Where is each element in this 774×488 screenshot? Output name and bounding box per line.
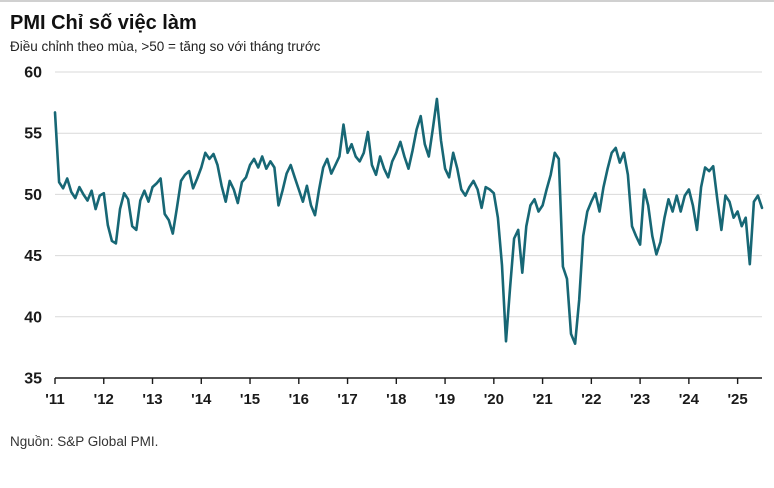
svg-text:'20: '20: [484, 391, 504, 408]
svg-text:'15: '15: [240, 391, 260, 408]
chart-footer: Nguồn: S&P Global PMI.: [0, 428, 774, 451]
svg-text:40: 40: [24, 309, 42, 326]
source-note: Nguồn: S&P Global PMI.: [10, 434, 159, 449]
svg-text:'18: '18: [386, 391, 406, 408]
svg-text:'21: '21: [532, 391, 552, 408]
svg-text:'16: '16: [289, 391, 309, 408]
line-chart-canvas: 35 40 45 50 55 60 '11 '12 '13 '14 '15 '16 '17 '18 '19 '…: [24, 65, 764, 408]
svg-text:'22: '22: [581, 391, 601, 408]
svg-text:'11: '11: [45, 391, 64, 408]
svg-text:'23: '23: [630, 391, 650, 408]
svg-text:'24: '24: [679, 391, 700, 408]
svg-text:60: 60: [24, 65, 42, 82]
svg-text:'14: '14: [191, 391, 212, 408]
line-chart: 35 40 45 50 55 60 '11 '12 '13 '14 '15 '16 '17 '18 '19 '…: [0, 56, 774, 428]
chart-subtitle: Điều chỉnh theo mùa, >50 = tăng so với t…: [10, 39, 321, 54]
svg-text:'12: '12: [94, 391, 114, 408]
svg-text:35: 35: [24, 371, 42, 388]
svg-text:'19: '19: [435, 391, 455, 408]
svg-text:50: 50: [24, 187, 42, 204]
svg-text:'17: '17: [337, 391, 357, 408]
svg-text:'13: '13: [142, 391, 162, 408]
svg-text:55: 55: [24, 126, 42, 143]
svg-text:45: 45: [24, 248, 42, 265]
chart-title: PMI Chỉ số việc làm: [10, 12, 197, 34]
top-divider: [0, 0, 774, 2]
svg-text:'25: '25: [727, 391, 747, 408]
chart-header: PMI Chỉ số việc làm Điều chỉnh theo mùa,…: [0, 2, 774, 54]
